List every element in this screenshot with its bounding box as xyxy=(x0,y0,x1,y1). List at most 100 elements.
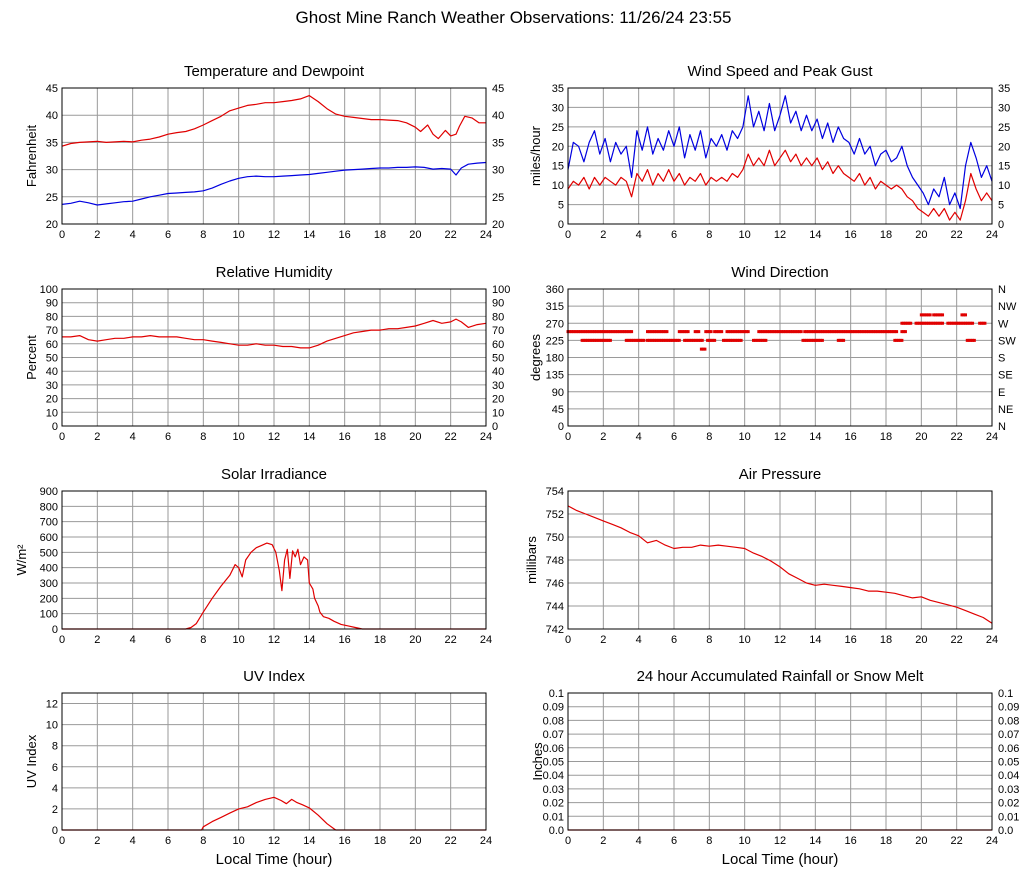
y-tick-label: 40 xyxy=(46,366,58,378)
x-tick-label: 16 xyxy=(845,634,857,646)
direction-point xyxy=(937,321,941,325)
direction-point xyxy=(591,338,595,342)
x-tick-label: 2 xyxy=(600,431,606,443)
direction-point xyxy=(948,321,952,325)
direction-point xyxy=(886,330,890,334)
direction-point xyxy=(591,330,595,334)
x-tick-label: 16 xyxy=(845,431,857,443)
x-tick-label: 6 xyxy=(671,431,677,443)
direction-point xyxy=(709,330,713,334)
y-tick-label: 0.01 xyxy=(543,811,564,823)
x-tick-label: 24 xyxy=(480,634,492,646)
x-tick-label: 12 xyxy=(774,835,786,847)
right-y-tick-label: 70 xyxy=(492,325,504,337)
direction-point xyxy=(661,330,665,334)
direction-point xyxy=(654,330,658,334)
direction-point xyxy=(852,330,856,334)
direction-point xyxy=(729,330,733,334)
direction-point xyxy=(635,338,639,342)
x-tick-label: 4 xyxy=(130,835,136,847)
direction-point xyxy=(903,321,907,325)
right-y-tick-label: 30 xyxy=(492,380,504,392)
x-tick-label: 18 xyxy=(880,229,892,241)
x-tick-label: 8 xyxy=(706,634,712,646)
direction-point xyxy=(732,330,736,334)
direction-point xyxy=(718,330,722,334)
x-tick-label: 22 xyxy=(951,229,963,241)
x-tick-label: 16 xyxy=(339,835,351,847)
direction-point xyxy=(964,321,967,325)
x-tick-label: 22 xyxy=(445,634,457,646)
direction-point xyxy=(755,338,759,342)
direction-point xyxy=(794,330,798,334)
right-y-tick-label: 15 xyxy=(998,161,1010,173)
direction-point xyxy=(598,330,602,334)
direction-point xyxy=(847,330,851,334)
x-tick-label: 20 xyxy=(409,835,421,847)
x-tick-label: 8 xyxy=(200,431,206,443)
direction-point xyxy=(658,330,662,334)
direction-point xyxy=(596,330,600,334)
direction-point xyxy=(969,338,973,342)
y-tick-label: 0.04 xyxy=(543,770,564,782)
direction-point xyxy=(637,338,641,342)
direction-point xyxy=(822,330,826,334)
y-tick-label: 35 xyxy=(552,83,564,95)
x-tick-label: 20 xyxy=(915,634,927,646)
direction-point xyxy=(741,330,745,334)
direction-point xyxy=(941,321,945,325)
direction-point xyxy=(808,338,812,342)
direction-point xyxy=(647,330,651,334)
x-tick-label: 0 xyxy=(565,431,571,443)
y-tick-label: 10 xyxy=(552,180,564,192)
direction-point xyxy=(703,347,707,351)
direction-point xyxy=(608,330,612,334)
y-tick-label: 742 xyxy=(546,624,564,636)
direction-point xyxy=(918,321,922,325)
direction-point xyxy=(907,321,911,325)
direction-point xyxy=(962,313,966,317)
direction-point xyxy=(797,330,801,334)
direction-point xyxy=(790,330,794,334)
chart-title: Solar Irradiance xyxy=(221,466,327,483)
direction-point xyxy=(587,330,591,334)
chart-title: Air Pressure xyxy=(739,466,822,483)
x-tick-label: 6 xyxy=(165,229,171,241)
direction-point xyxy=(626,330,630,334)
direction-point xyxy=(859,330,863,334)
y-tick-label: 270 xyxy=(546,318,564,330)
direction-point xyxy=(888,330,892,334)
direction-point xyxy=(933,313,937,317)
right-y-tick-label: 0.01 xyxy=(998,811,1019,823)
right-y-tick-label: 45 xyxy=(492,83,504,95)
direction-point xyxy=(900,330,904,334)
direction-point xyxy=(596,338,600,342)
direction-point xyxy=(686,330,690,334)
x-tick-label: 22 xyxy=(445,229,457,241)
y-tick-label: 20 xyxy=(46,219,58,231)
direction-point xyxy=(684,338,688,342)
y-tick-label: 800 xyxy=(40,501,58,513)
direction-point xyxy=(716,330,720,334)
direction-point xyxy=(663,330,667,334)
x-tick-label: 0 xyxy=(59,431,65,443)
direction-point xyxy=(706,338,710,342)
direction-point xyxy=(773,330,777,334)
direction-point xyxy=(661,338,665,342)
direction-point xyxy=(695,338,699,342)
right-y-tick-label: 0.04 xyxy=(998,770,1019,782)
right-y-tick-label: N xyxy=(998,284,1006,296)
right-y-tick-label: W xyxy=(998,318,1009,330)
right-y-tick-label: 0.07 xyxy=(998,729,1019,741)
direction-point xyxy=(603,338,607,342)
direction-point xyxy=(905,321,909,325)
page-title: Ghost Mine Ranch Weather Observations: 1… xyxy=(295,8,732,27)
series-line-1 xyxy=(61,95,486,147)
direction-point xyxy=(909,321,913,325)
direction-point xyxy=(923,321,927,325)
direction-point xyxy=(608,338,612,342)
series-line-1 xyxy=(567,95,993,210)
direction-point xyxy=(691,338,695,342)
y-axis-label: Fahrenheit xyxy=(24,125,39,188)
